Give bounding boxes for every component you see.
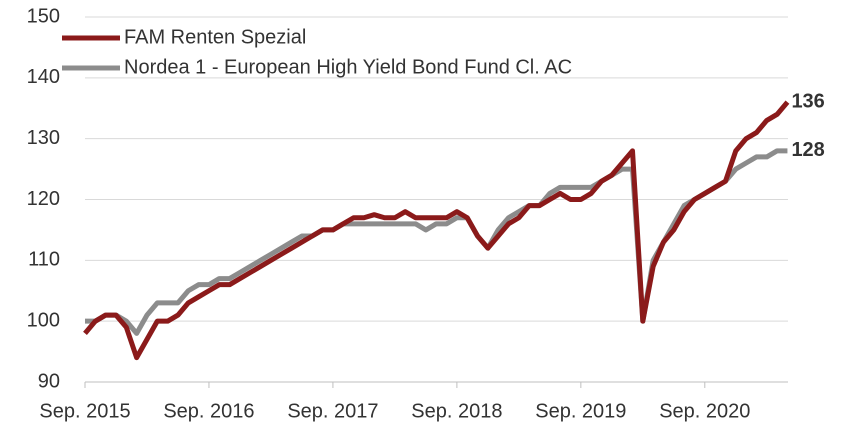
y-tick-label: 120 (27, 188, 60, 210)
x-tick-label: Sep. 2019 (535, 400, 626, 422)
series-line (83, 100, 790, 361)
end-label: 136 (791, 90, 824, 112)
end-label: 128 (791, 139, 824, 161)
x-tick-label: Sep. 2018 (411, 400, 502, 422)
y-tick-label: 140 (27, 66, 60, 88)
y-tick-label: 130 (27, 127, 60, 149)
y-tick-label: 150 (27, 5, 60, 27)
y-tick-label: 110 (28, 249, 60, 271)
x-tick-label: Sep. 2015 (39, 400, 130, 422)
x-tick-label: Sep. 2016 (163, 400, 254, 422)
legend-label: FAM Renten Spezial (124, 26, 306, 48)
y-tick-label: 90 (38, 370, 60, 392)
y-tick-label: 100 (27, 309, 60, 331)
series-line (85, 148, 788, 336)
x-tick-label: Sep. 2017 (287, 400, 378, 422)
legend-label: Nordea 1 - European High Yield Bond Fund… (124, 56, 572, 78)
x-tick-label: Sep. 2020 (659, 400, 750, 422)
